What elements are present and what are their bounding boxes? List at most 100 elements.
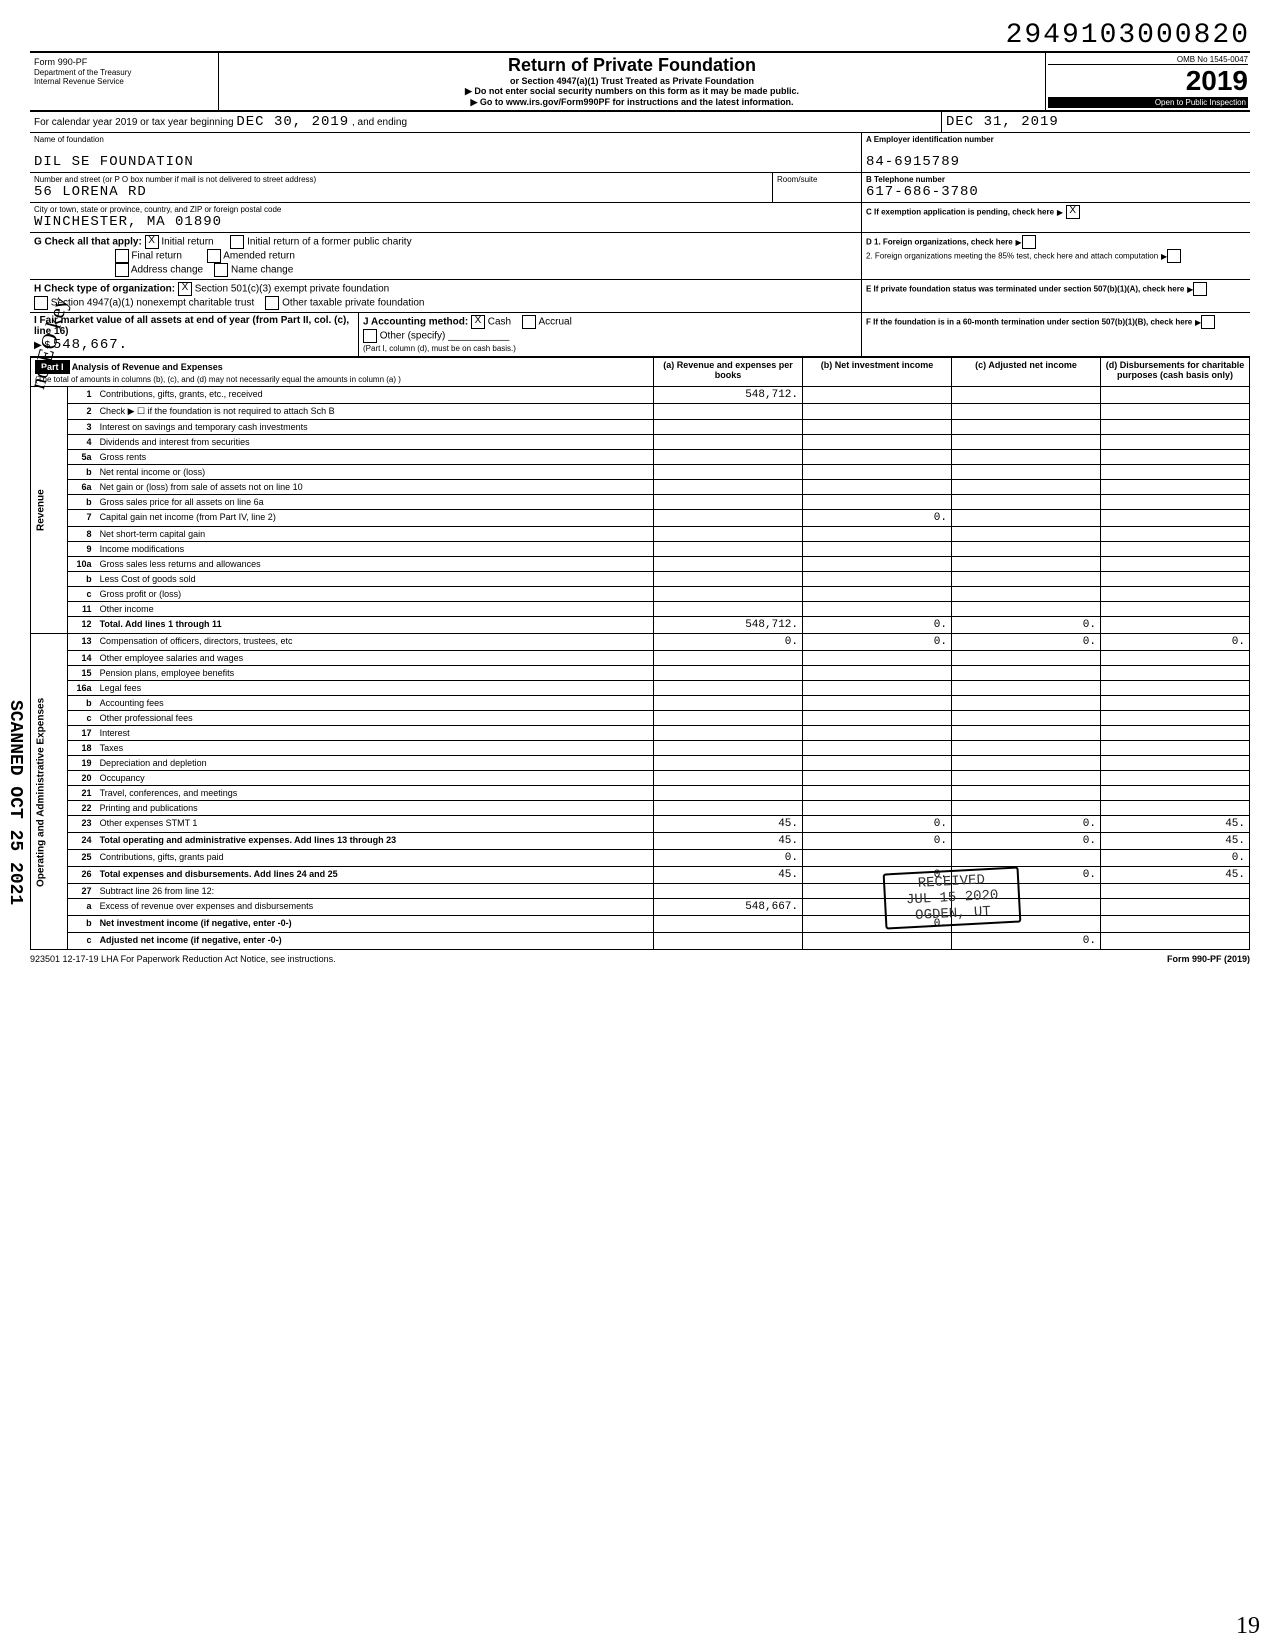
- e-checkbox[interactable]: [1193, 282, 1207, 296]
- row-value-c: [952, 527, 1101, 542]
- row-value-a: [654, 771, 803, 786]
- row-number: 27: [67, 884, 96, 899]
- row-value-a: [654, 450, 803, 465]
- i-value: 548,667.: [53, 337, 128, 353]
- row-value-b: [803, 681, 952, 696]
- row-value-a: 0.: [654, 850, 803, 867]
- row-value-b: [803, 587, 952, 602]
- row-label: Contributions, gifts, grants paid: [96, 850, 654, 867]
- row-value-a: [654, 651, 803, 666]
- row-value-a: [654, 602, 803, 617]
- table-row: 3Interest on savings and temporary cash …: [31, 420, 1250, 435]
- j-other-checkbox[interactable]: [363, 329, 377, 343]
- row-value-d: [1101, 387, 1250, 404]
- table-row: 26Total expenses and disbursements. Add …: [31, 867, 1250, 884]
- j-accrual-checkbox[interactable]: [522, 315, 536, 329]
- row-value-d: [1101, 450, 1250, 465]
- row-value-d: [1101, 741, 1250, 756]
- row-value-c: [952, 696, 1101, 711]
- table-row: 25Contributions, gifts, grants paid0.0.: [31, 850, 1250, 867]
- table-row: Revenue1Contributions, gifts, grants, et…: [31, 387, 1250, 404]
- row-value-c: 0.: [952, 634, 1101, 651]
- footer-right: Form 990-PF (2019): [1167, 954, 1250, 964]
- table-row: 24Total operating and administrative exp…: [31, 833, 1250, 850]
- row-value-b: [803, 756, 952, 771]
- row-value-b: [803, 420, 952, 435]
- row-value-b: [803, 527, 952, 542]
- row-value-a: [654, 801, 803, 816]
- h-501c3-checkbox[interactable]: X: [178, 282, 192, 296]
- row-value-a: 45.: [654, 867, 803, 884]
- d1-checkbox[interactable]: [1022, 235, 1036, 249]
- table-row: 19Depreciation and depletion: [31, 756, 1250, 771]
- foundation-name: DIL SE FOUNDATION: [34, 154, 857, 170]
- row-value-d: [1101, 681, 1250, 696]
- row-label: Legal fees: [96, 681, 654, 696]
- g-label: G Check all that apply:: [34, 237, 142, 248]
- table-row: 22Printing and publications: [31, 801, 1250, 816]
- row-value-c: [952, 420, 1101, 435]
- dept-label: Department of the Treasury: [34, 68, 214, 77]
- row-number: 13: [67, 634, 96, 651]
- row-value-b: [803, 557, 952, 572]
- row-value-a: [654, 916, 803, 933]
- row-label: Other expenses STMT 1: [96, 816, 654, 833]
- row-value-a: [654, 572, 803, 587]
- row-number: b: [67, 916, 96, 933]
- row-label: Other professional fees: [96, 711, 654, 726]
- row-value-d: [1101, 572, 1250, 587]
- row-number: 4: [67, 435, 96, 450]
- row-value-c: [952, 681, 1101, 696]
- table-row: 8Net short-term capital gain: [31, 527, 1250, 542]
- table-row: 4Dividends and interest from securities: [31, 435, 1250, 450]
- g-address-checkbox[interactable]: [115, 263, 129, 277]
- g-initial-checkbox[interactable]: X: [145, 235, 159, 249]
- row-number: 10a: [67, 557, 96, 572]
- row-value-c: 0.: [952, 933, 1101, 950]
- city-value: WINCHESTER, MA 01890: [34, 214, 857, 230]
- row-value-d: [1101, 480, 1250, 495]
- col-c-header: (c) Adjusted net income: [952, 358, 1101, 387]
- row-number: 11: [67, 602, 96, 617]
- g-name-checkbox[interactable]: [214, 263, 228, 277]
- row-number: 6a: [67, 480, 96, 495]
- row-value-a: [654, 666, 803, 681]
- h-opt-2: Other taxable private foundation: [282, 298, 424, 309]
- row-value-b: 0.: [803, 617, 952, 634]
- row-label: Gross rents: [96, 450, 654, 465]
- received-stamp: RECEIVED JUL 15 2020 OGDEN, UT: [882, 866, 1021, 929]
- omb-number: OMB No 1545-0047: [1048, 55, 1248, 65]
- g-former-checkbox[interactable]: [230, 235, 244, 249]
- row-value-c: [952, 465, 1101, 480]
- row-value-b: 0.: [803, 833, 952, 850]
- j-cash-checkbox[interactable]: X: [471, 315, 485, 329]
- and-ending-label: , and ending: [352, 117, 407, 128]
- row-value-b: [803, 726, 952, 741]
- row-number: 21: [67, 786, 96, 801]
- row-value-c: [952, 450, 1101, 465]
- f-checkbox[interactable]: [1201, 315, 1215, 329]
- row-value-c: [952, 666, 1101, 681]
- table-row: 18Taxes: [31, 741, 1250, 756]
- d2-checkbox[interactable]: [1167, 249, 1181, 263]
- row-label: Dividends and interest from securities: [96, 435, 654, 450]
- ein-label: A Employer identification number: [866, 135, 1246, 144]
- h-other-checkbox[interactable]: [265, 296, 279, 310]
- row-label: Travel, conferences, and meetings: [96, 786, 654, 801]
- row-value-d: [1101, 771, 1250, 786]
- row-value-b: 0.: [803, 816, 952, 833]
- row-value-d: [1101, 711, 1250, 726]
- analysis-table: Part I Analysis of Revenue and Expenses …: [30, 357, 1250, 950]
- c-checkbox[interactable]: X: [1066, 205, 1080, 219]
- row-value-b: [803, 387, 952, 404]
- row-value-d: [1101, 587, 1250, 602]
- table-row: bAccounting fees: [31, 696, 1250, 711]
- g-amended-checkbox[interactable]: [207, 249, 221, 263]
- row-number: 26: [67, 867, 96, 884]
- row-number: 1: [67, 387, 96, 404]
- end-date: DEC 31, 2019: [946, 114, 1059, 130]
- row-value-c: [952, 801, 1101, 816]
- h-opt-0: Section 501(c)(3) exempt private foundat…: [195, 284, 390, 295]
- g-final-checkbox[interactable]: [115, 249, 129, 263]
- row-value-d: [1101, 726, 1250, 741]
